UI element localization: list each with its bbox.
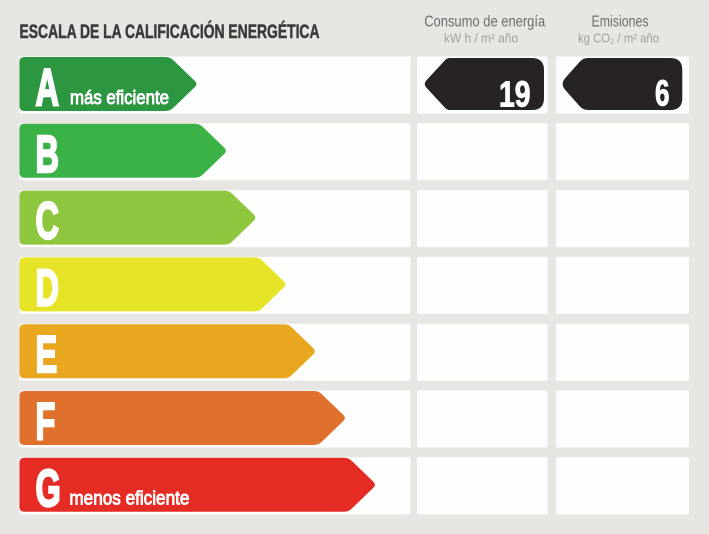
svg-text:6: 6 bbox=[655, 73, 670, 114]
svg-text:Emisiones: Emisiones bbox=[592, 14, 649, 31]
svg-text:B: B bbox=[36, 126, 59, 183]
svg-text:kg CO₂ / m² año: kg CO₂ / m² año bbox=[578, 30, 659, 45]
svg-text:19: 19 bbox=[499, 74, 531, 115]
svg-text:E: E bbox=[36, 327, 58, 384]
svg-text:F: F bbox=[36, 394, 56, 451]
svg-text:Consumo de energía: Consumo de energía bbox=[424, 14, 545, 31]
svg-text:A: A bbox=[36, 60, 59, 117]
svg-text:C: C bbox=[36, 193, 59, 250]
svg-text:G: G bbox=[36, 460, 61, 517]
svg-text:D: D bbox=[36, 260, 59, 317]
svg-text:menos eficiente: menos eficiente bbox=[69, 487, 189, 509]
svg-text:kW h / m² año: kW h / m² año bbox=[444, 30, 518, 45]
svg-text:más eficiente: más eficiente bbox=[70, 87, 169, 109]
svg-text:ESCALA DE LA CALIFICACIÓN ENER: ESCALA DE LA CALIFICACIÓN ENERGÉTICA bbox=[20, 21, 320, 43]
